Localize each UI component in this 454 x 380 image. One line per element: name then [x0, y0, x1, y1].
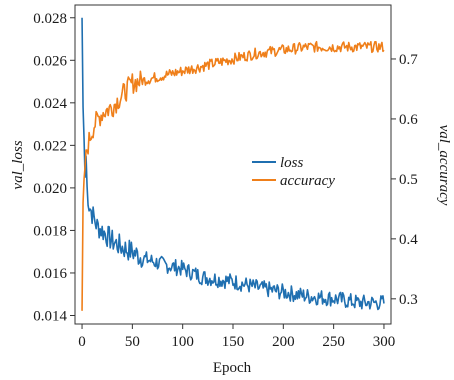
- y-left-tick-label: 0.024: [33, 96, 67, 112]
- x-tick-label: 200: [272, 334, 295, 350]
- x-axis: 0 50 100 150 200 250 300: [78, 324, 395, 350]
- y-left-tick-label: 0.020: [33, 181, 67, 197]
- plot-frame: [74, 4, 392, 325]
- y-left-tick-label: 0.016: [33, 266, 67, 282]
- x-tick-label: 0: [78, 334, 86, 350]
- legend-label-loss: loss: [280, 155, 304, 171]
- y-left-tick-label: 0.018: [33, 223, 67, 239]
- x-tick-label: 250: [322, 334, 345, 350]
- y-right-tick-label: 0.5: [399, 172, 418, 188]
- x-tick-label: 100: [171, 334, 194, 350]
- x-axis-label: Epoch: [213, 360, 252, 376]
- y-axis-label-left: val_loss: [10, 140, 26, 189]
- series-line-accuracy: [81, 40, 385, 311]
- legend: loss accuracy: [252, 155, 335, 189]
- y-right-tick-label: 0.6: [399, 112, 418, 128]
- y-left-tick-label: 0.022: [33, 138, 67, 154]
- legend-label-accuracy: accuracy: [280, 173, 335, 189]
- y-right-tick-label: 0.4: [399, 232, 418, 248]
- plot-lines: [81, 17, 385, 311]
- y-left-tick-label: 0.028: [33, 11, 67, 27]
- x-tick-label: 150: [222, 334, 245, 350]
- series-line-loss: [81, 17, 385, 311]
- y-axis-label-right: val_accuracy: [436, 125, 452, 206]
- x-tick-label: 300: [373, 334, 396, 350]
- x-tick-label: 50: [125, 334, 140, 350]
- y-left-tick-label: 0.026: [33, 53, 67, 69]
- y-axis-right: 0.3 0.4 0.5 0.6 0.7: [391, 52, 418, 308]
- y-axis-left: 0.014 0.016 0.018 0.020 0.022 0.024 0.026 0.028: [33, 11, 75, 324]
- y-right-tick-label: 0.3: [399, 292, 418, 308]
- y-right-tick-label: 0.7: [399, 52, 418, 68]
- y-left-tick-label: 0.014: [33, 308, 67, 324]
